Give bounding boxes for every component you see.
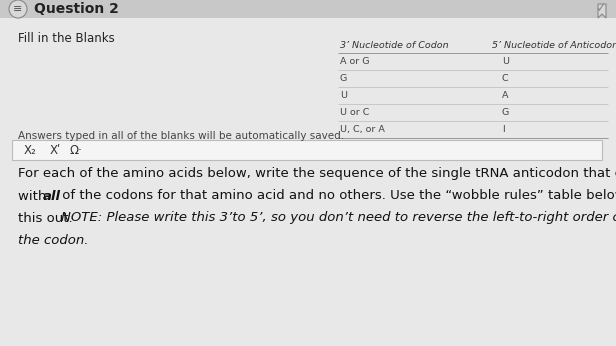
Text: U or C: U or C [340,108,370,117]
Bar [12,140,602,160]
Text: the codon.: the codon. [18,234,89,246]
Text: this out.: this out. [18,211,77,225]
Text: Fill in the Blanks: Fill in the Blanks [18,31,115,45]
Text: with: with [18,190,51,202]
Text: Ω·: Ω· [70,144,83,156]
Text: I: I [502,125,505,134]
Text: all: all [43,190,61,202]
Text: Xʹ: Xʹ [49,144,60,156]
Text: A: A [502,91,508,100]
Text: 5’ Nucleotide of Anticodon: 5’ Nucleotide of Anticodon [492,42,616,51]
Polygon shape [598,4,606,18]
Text: For each of the amino acids below, write the sequence of the single tRNA anticod: For each of the amino acids below, write… [18,167,616,181]
Text: ≡: ≡ [14,4,23,14]
Text: of the codons for that amino acid and no others. Use the “wobble rules” table be: of the codons for that amino acid and no… [58,190,616,202]
Text: X₂: X₂ [23,144,36,156]
Text: ✓: ✓ [595,2,606,16]
Bar [0,0,616,18]
Text: A or G: A or G [340,57,370,66]
Text: Answers typed in all of the blanks will be automatically saved.: Answers typed in all of the blanks will … [18,131,344,141]
Text: 3’ Nucleotide of Codon: 3’ Nucleotide of Codon [340,42,448,51]
Text: U: U [502,57,509,66]
Text: G: G [340,74,347,83]
Text: G: G [502,108,509,117]
Text: NOTE: Please write this 3’to 5’, so you don’t need to reverse the left-to-right : NOTE: Please write this 3’to 5’, so you … [61,211,616,225]
Text: U, C, or A: U, C, or A [340,125,385,134]
Text: C: C [502,74,509,83]
Circle shape [9,0,27,18]
Text: U: U [340,91,347,100]
Text: Question 2: Question 2 [34,2,119,16]
